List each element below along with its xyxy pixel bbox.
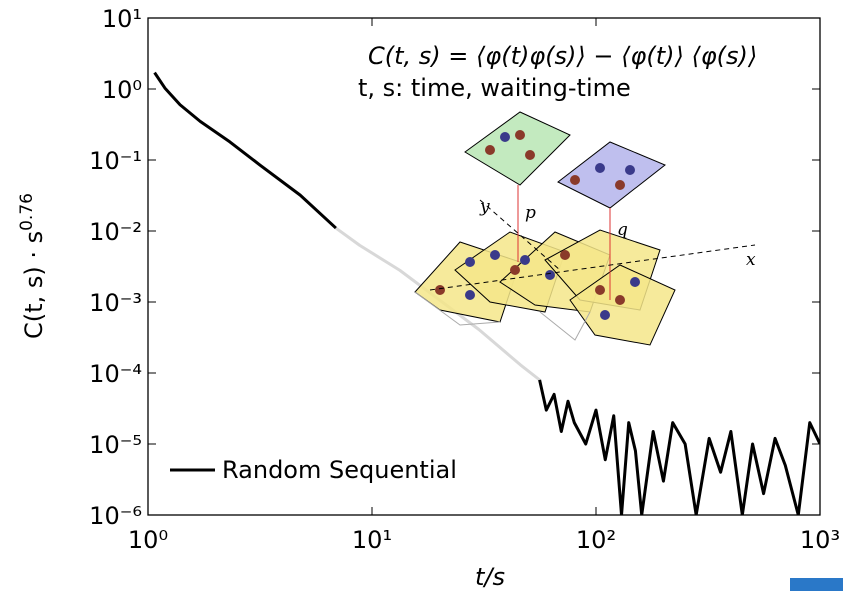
x-tick-label: 10¹ <box>352 526 392 554</box>
y-tick-label: 10⁻² <box>89 218 142 246</box>
x-tick-label: 10⁰ <box>128 526 168 554</box>
plot-frame <box>147 17 821 516</box>
y-axis-label-exponent: 0.76 <box>17 193 37 231</box>
y-axis-label-base: C(t, s) · s <box>20 231 48 339</box>
diagram-label: p <box>525 203 536 223</box>
y-tick-label: 10⁰ <box>102 76 142 104</box>
y-tick-label: 10⁻⁶ <box>89 502 142 530</box>
annotation: C(t, s) = ⟨φ(t)φ(s)⟩ − ⟨φ(t)⟩ ⟨φ(s)⟩ <box>368 42 757 70</box>
legend-label: Random Sequential <box>222 456 457 484</box>
y-axis-label: C(t, s) · s0.76 <box>17 193 48 339</box>
y-tick-label: 10¹ <box>102 5 142 33</box>
x-axis-label: t/s <box>475 563 505 591</box>
annotation: t, s: time, waiting-time <box>358 74 631 102</box>
diagram-label: x <box>746 250 756 270</box>
y-tick-label: 10⁻⁴ <box>89 360 142 388</box>
lattice-diagram <box>414 111 756 346</box>
y-tick-label: 10⁻¹ <box>89 147 142 175</box>
diagram-label: y <box>479 197 490 217</box>
logo <box>790 578 843 591</box>
y-tick-label: 10⁻³ <box>89 289 142 317</box>
x-tick-label: 10³ <box>800 526 840 554</box>
series-line <box>153 71 820 515</box>
y-tick-label: 10⁻⁵ <box>89 431 142 459</box>
diagram-label: q <box>617 220 628 240</box>
x-tick-label: 10² <box>576 526 616 554</box>
